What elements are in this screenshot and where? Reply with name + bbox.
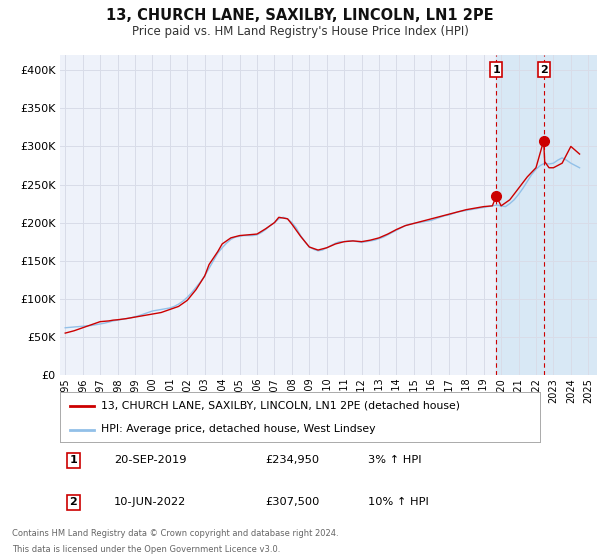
Text: 1: 1 xyxy=(70,455,77,465)
Text: Price paid vs. HM Land Registry's House Price Index (HPI): Price paid vs. HM Land Registry's House … xyxy=(131,25,469,38)
Text: 3% ↑ HPI: 3% ↑ HPI xyxy=(368,455,421,465)
Text: 13, CHURCH LANE, SAXILBY, LINCOLN, LN1 2PE (detached house): 13, CHURCH LANE, SAXILBY, LINCOLN, LN1 2… xyxy=(101,401,460,411)
Text: 20-SEP-2019: 20-SEP-2019 xyxy=(114,455,187,465)
Text: HPI: Average price, detached house, West Lindsey: HPI: Average price, detached house, West… xyxy=(101,424,376,435)
Text: 13, CHURCH LANE, SAXILBY, LINCOLN, LN1 2PE: 13, CHURCH LANE, SAXILBY, LINCOLN, LN1 2… xyxy=(106,8,494,23)
Text: 10-JUN-2022: 10-JUN-2022 xyxy=(114,497,186,507)
Text: 2: 2 xyxy=(70,497,77,507)
Text: 10% ↑ HPI: 10% ↑ HPI xyxy=(368,497,428,507)
Text: £307,500: £307,500 xyxy=(265,497,320,507)
Bar xyxy=(496,55,597,375)
Text: Contains HM Land Registry data © Crown copyright and database right 2024.: Contains HM Land Registry data © Crown c… xyxy=(12,530,338,539)
Text: 2: 2 xyxy=(540,64,548,74)
Text: £234,950: £234,950 xyxy=(265,455,319,465)
Text: This data is licensed under the Open Government Licence v3.0.: This data is licensed under the Open Gov… xyxy=(12,544,280,553)
Text: 1: 1 xyxy=(493,64,500,74)
